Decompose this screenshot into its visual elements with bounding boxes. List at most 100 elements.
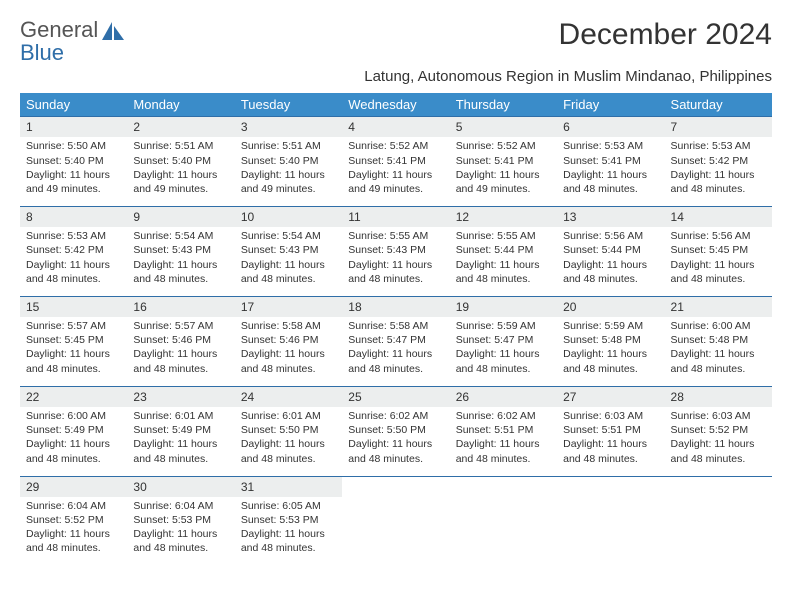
logo-sail-icon bbox=[100, 20, 130, 49]
sunset-line: Sunset: 5:52 PM bbox=[26, 513, 121, 527]
detail-row: Sunrise: 6:00 AMSunset: 5:49 PMDaylight:… bbox=[20, 407, 772, 476]
sunrise-line: Sunrise: 5:52 AM bbox=[456, 139, 551, 153]
day-detail: Sunrise: 6:05 AMSunset: 5:53 PMDaylight:… bbox=[235, 497, 342, 566]
daylight-line: Daylight: 11 hours and 48 minutes. bbox=[456, 258, 551, 286]
sunrise-line: Sunrise: 5:58 AM bbox=[241, 319, 336, 333]
title-block: December 2024 bbox=[559, 18, 772, 52]
detail-row: Sunrise: 5:53 AMSunset: 5:42 PMDaylight:… bbox=[20, 227, 772, 296]
sunrise-line: Sunrise: 6:01 AM bbox=[241, 409, 336, 423]
daylight-line: Daylight: 11 hours and 48 minutes. bbox=[133, 258, 228, 286]
day-detail: Sunrise: 6:00 AMSunset: 5:48 PMDaylight:… bbox=[665, 317, 772, 386]
day-number: 18 bbox=[342, 296, 449, 317]
sunrise-line: Sunrise: 5:57 AM bbox=[133, 319, 228, 333]
sunset-line: Sunset: 5:41 PM bbox=[456, 154, 551, 168]
logo-line2: Blue bbox=[20, 40, 64, 65]
sunrise-line: Sunrise: 5:55 AM bbox=[456, 229, 551, 243]
sunset-line: Sunset: 5:53 PM bbox=[241, 513, 336, 527]
sunset-line: Sunset: 5:46 PM bbox=[241, 333, 336, 347]
sunset-line: Sunset: 5:49 PM bbox=[26, 423, 121, 437]
day-detail: Sunrise: 5:51 AMSunset: 5:40 PMDaylight:… bbox=[127, 137, 234, 206]
daynum-row: 891011121314 bbox=[20, 207, 772, 228]
day-number: 6 bbox=[557, 117, 664, 138]
sunrise-line: Sunrise: 6:00 AM bbox=[26, 409, 121, 423]
day-detail: Sunrise: 5:56 AMSunset: 5:44 PMDaylight:… bbox=[557, 227, 664, 296]
detail-row: Sunrise: 6:04 AMSunset: 5:52 PMDaylight:… bbox=[20, 497, 772, 566]
sunset-line: Sunset: 5:46 PM bbox=[133, 333, 228, 347]
sunrise-line: Sunrise: 5:55 AM bbox=[348, 229, 443, 243]
day-detail: Sunrise: 5:56 AMSunset: 5:45 PMDaylight:… bbox=[665, 227, 772, 296]
day-detail: Sunrise: 6:00 AMSunset: 5:49 PMDaylight:… bbox=[20, 407, 127, 476]
day-header: Friday bbox=[557, 93, 664, 117]
sunrise-line: Sunrise: 6:03 AM bbox=[563, 409, 658, 423]
day-number: 9 bbox=[127, 207, 234, 228]
day-header: Wednesday bbox=[342, 93, 449, 117]
day-header-row: SundayMondayTuesdayWednesdayThursdayFrid… bbox=[20, 93, 772, 117]
sunrise-line: Sunrise: 5:59 AM bbox=[456, 319, 551, 333]
daylight-line: Daylight: 11 hours and 49 minutes. bbox=[26, 168, 121, 196]
month-title: December 2024 bbox=[559, 18, 772, 52]
sunset-line: Sunset: 5:51 PM bbox=[563, 423, 658, 437]
daynum-row: 15161718192021 bbox=[20, 296, 772, 317]
day-detail: Sunrise: 5:52 AMSunset: 5:41 PMDaylight:… bbox=[342, 137, 449, 206]
day-header: Sunday bbox=[20, 93, 127, 117]
daylight-line: Daylight: 11 hours and 48 minutes. bbox=[671, 437, 766, 465]
day-number: 13 bbox=[557, 207, 664, 228]
daylight-line: Daylight: 11 hours and 48 minutes. bbox=[133, 527, 228, 555]
daylight-line: Daylight: 11 hours and 48 minutes. bbox=[241, 347, 336, 375]
sunrise-line: Sunrise: 6:03 AM bbox=[671, 409, 766, 423]
day-number: 22 bbox=[20, 386, 127, 407]
daylight-line: Daylight: 11 hours and 48 minutes. bbox=[348, 437, 443, 465]
daylight-line: Daylight: 11 hours and 48 minutes. bbox=[26, 437, 121, 465]
daylight-line: Daylight: 11 hours and 48 minutes. bbox=[563, 168, 658, 196]
day-number bbox=[557, 476, 664, 497]
sunset-line: Sunset: 5:43 PM bbox=[348, 243, 443, 257]
day-number: 20 bbox=[557, 296, 664, 317]
logo-text: General Blue bbox=[20, 18, 98, 64]
sunset-line: Sunset: 5:53 PM bbox=[133, 513, 228, 527]
day-header: Thursday bbox=[450, 93, 557, 117]
daylight-line: Daylight: 11 hours and 48 minutes. bbox=[671, 347, 766, 375]
sunset-line: Sunset: 5:44 PM bbox=[563, 243, 658, 257]
day-number: 1 bbox=[20, 117, 127, 138]
day-number: 23 bbox=[127, 386, 234, 407]
day-number: 29 bbox=[20, 476, 127, 497]
sunrise-line: Sunrise: 5:52 AM bbox=[348, 139, 443, 153]
daylight-line: Daylight: 11 hours and 49 minutes. bbox=[133, 168, 228, 196]
header: General Blue December 2024 bbox=[20, 18, 772, 64]
day-detail: Sunrise: 5:58 AMSunset: 5:46 PMDaylight:… bbox=[235, 317, 342, 386]
day-number: 14 bbox=[665, 207, 772, 228]
sunset-line: Sunset: 5:42 PM bbox=[671, 154, 766, 168]
sunset-line: Sunset: 5:50 PM bbox=[348, 423, 443, 437]
sunrise-line: Sunrise: 5:54 AM bbox=[241, 229, 336, 243]
daylight-line: Daylight: 11 hours and 49 minutes. bbox=[348, 168, 443, 196]
day-number: 27 bbox=[557, 386, 664, 407]
day-header: Tuesday bbox=[235, 93, 342, 117]
sunset-line: Sunset: 5:44 PM bbox=[456, 243, 551, 257]
daylight-line: Daylight: 11 hours and 48 minutes. bbox=[563, 437, 658, 465]
day-detail: Sunrise: 5:57 AMSunset: 5:46 PMDaylight:… bbox=[127, 317, 234, 386]
day-detail: Sunrise: 5:58 AMSunset: 5:47 PMDaylight:… bbox=[342, 317, 449, 386]
sunset-line: Sunset: 5:49 PM bbox=[133, 423, 228, 437]
day-number: 5 bbox=[450, 117, 557, 138]
day-detail: Sunrise: 6:02 AMSunset: 5:51 PMDaylight:… bbox=[450, 407, 557, 476]
day-detail: Sunrise: 5:59 AMSunset: 5:48 PMDaylight:… bbox=[557, 317, 664, 386]
sunset-line: Sunset: 5:43 PM bbox=[133, 243, 228, 257]
daylight-line: Daylight: 11 hours and 48 minutes. bbox=[133, 437, 228, 465]
sunset-line: Sunset: 5:50 PM bbox=[241, 423, 336, 437]
daylight-line: Daylight: 11 hours and 48 minutes. bbox=[563, 347, 658, 375]
day-detail: Sunrise: 5:54 AMSunset: 5:43 PMDaylight:… bbox=[127, 227, 234, 296]
sunset-line: Sunset: 5:43 PM bbox=[241, 243, 336, 257]
sunset-line: Sunset: 5:42 PM bbox=[26, 243, 121, 257]
day-number: 2 bbox=[127, 117, 234, 138]
detail-row: Sunrise: 5:57 AMSunset: 5:45 PMDaylight:… bbox=[20, 317, 772, 386]
day-number: 7 bbox=[665, 117, 772, 138]
day-number: 25 bbox=[342, 386, 449, 407]
sunset-line: Sunset: 5:40 PM bbox=[133, 154, 228, 168]
daynum-row: 1234567 bbox=[20, 117, 772, 138]
sunrise-line: Sunrise: 5:54 AM bbox=[133, 229, 228, 243]
daylight-line: Daylight: 11 hours and 48 minutes. bbox=[348, 347, 443, 375]
daylight-line: Daylight: 11 hours and 48 minutes. bbox=[671, 258, 766, 286]
sunset-line: Sunset: 5:45 PM bbox=[671, 243, 766, 257]
day-detail: Sunrise: 5:51 AMSunset: 5:40 PMDaylight:… bbox=[235, 137, 342, 206]
day-number bbox=[450, 476, 557, 497]
